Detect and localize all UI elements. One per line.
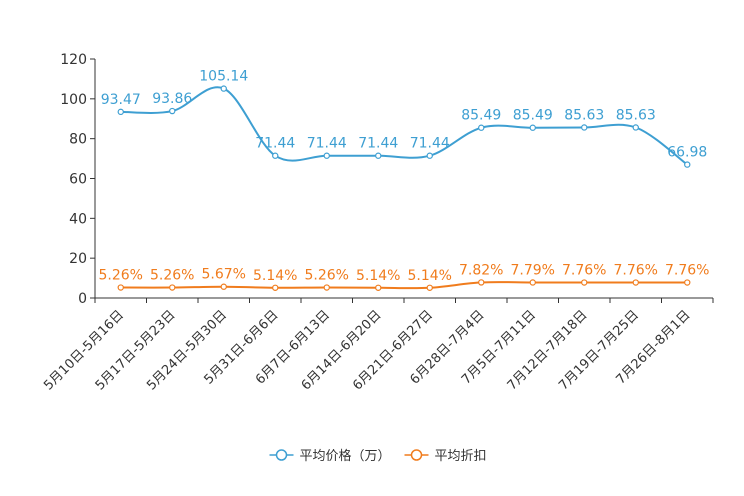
data-point[interactable] <box>323 152 330 159</box>
data-label: 5.26% <box>99 268 143 284</box>
y-tick-label: 40 <box>69 211 87 227</box>
series-1: 93.47 93.86 105.14 71.44 71.44 71.44 71.44 85.4… <box>101 69 707 168</box>
data-point[interactable] <box>220 85 227 92</box>
y-tick-label: 80 <box>69 132 87 148</box>
data-label: 85.49 <box>513 108 553 124</box>
data-point[interactable] <box>375 152 382 159</box>
y-tick-label: 0 <box>78 291 87 307</box>
data-point[interactable] <box>169 107 176 115</box>
series-line <box>120 86 688 166</box>
data-label: 105.14 <box>199 69 248 85</box>
data-label: 5.14% <box>253 268 297 284</box>
data-label: 5.26% <box>150 268 194 284</box>
data-label: 7.82% <box>459 262 503 278</box>
data-point[interactable] <box>272 152 279 159</box>
data-label: 5.14% <box>408 268 452 284</box>
data-point[interactable] <box>581 279 588 286</box>
data-label: 71.44 <box>255 136 295 152</box>
y-tick-label: 120 <box>60 52 87 68</box>
data-label: 7.76% <box>614 263 658 279</box>
data-label: 7.76% <box>665 263 709 279</box>
data-point[interactable] <box>323 284 330 291</box>
data-point[interactable] <box>220 283 227 290</box>
data-point[interactable] <box>581 124 588 131</box>
data-label: 5.67% <box>202 267 246 283</box>
data-label: 85.63 <box>564 107 604 123</box>
data-point[interactable] <box>426 284 433 291</box>
y-tick-label: 100 <box>60 92 87 108</box>
data-label: 71.44 <box>307 136 347 152</box>
data-label: 66.98 <box>667 145 707 161</box>
data-point[interactable] <box>169 284 176 291</box>
data-label: 5.26% <box>305 268 349 284</box>
data-label: 71.44 <box>410 136 450 152</box>
data-point[interactable] <box>529 124 536 131</box>
legend-item-1[interactable]: 平均价格（万） <box>269 448 391 464</box>
data-point[interactable] <box>478 279 485 286</box>
legend-label: 平均价格（万） <box>300 448 391 464</box>
legend-marker-icon <box>275 449 288 461</box>
data-point[interactable] <box>272 284 279 291</box>
data-label: 85.49 <box>461 108 501 124</box>
data-point[interactable] <box>375 284 382 291</box>
data-point[interactable] <box>117 284 124 291</box>
data-label: 5.14% <box>356 268 400 284</box>
axes: 0204060801001205月10日-5月16日5月17日-5月23日5月2… <box>41 52 714 393</box>
legend-marker-icon <box>410 449 423 461</box>
data-point[interactable] <box>632 124 639 131</box>
y-tick-label: 20 <box>69 251 87 267</box>
y-tick-label: 60 <box>69 172 87 188</box>
data-point[interactable] <box>117 108 124 116</box>
legend-label: 平均折扣 <box>435 449 487 464</box>
data-point[interactable] <box>478 124 485 131</box>
data-label: 7.79% <box>511 262 555 278</box>
data-point[interactable] <box>684 161 691 168</box>
data-point[interactable] <box>426 152 433 159</box>
data-label: 85.63 <box>616 107 656 123</box>
data-label: 7.76% <box>562 263 606 279</box>
series-line <box>120 281 688 290</box>
data-label: 71.44 <box>358 136 398 152</box>
data-point[interactable] <box>684 279 691 286</box>
legend[interactable]: 平均价格（万） 平均折扣 <box>269 448 487 464</box>
legend-item-2[interactable]: 平均折扣 <box>404 449 487 464</box>
data-point[interactable] <box>529 279 536 286</box>
data-label: 93.86 <box>152 91 192 107</box>
data-point[interactable] <box>632 279 639 286</box>
series-layer: 93.47 93.86 105.14 71.44 71.44 71.44 71.44 85.4… <box>99 69 709 291</box>
data-label: 93.47 <box>101 92 141 108</box>
series-2: 5.26% 5.26% 5.67% 5.14% 5.26% 5.14% 5.14% 7.82%… <box>99 262 709 291</box>
